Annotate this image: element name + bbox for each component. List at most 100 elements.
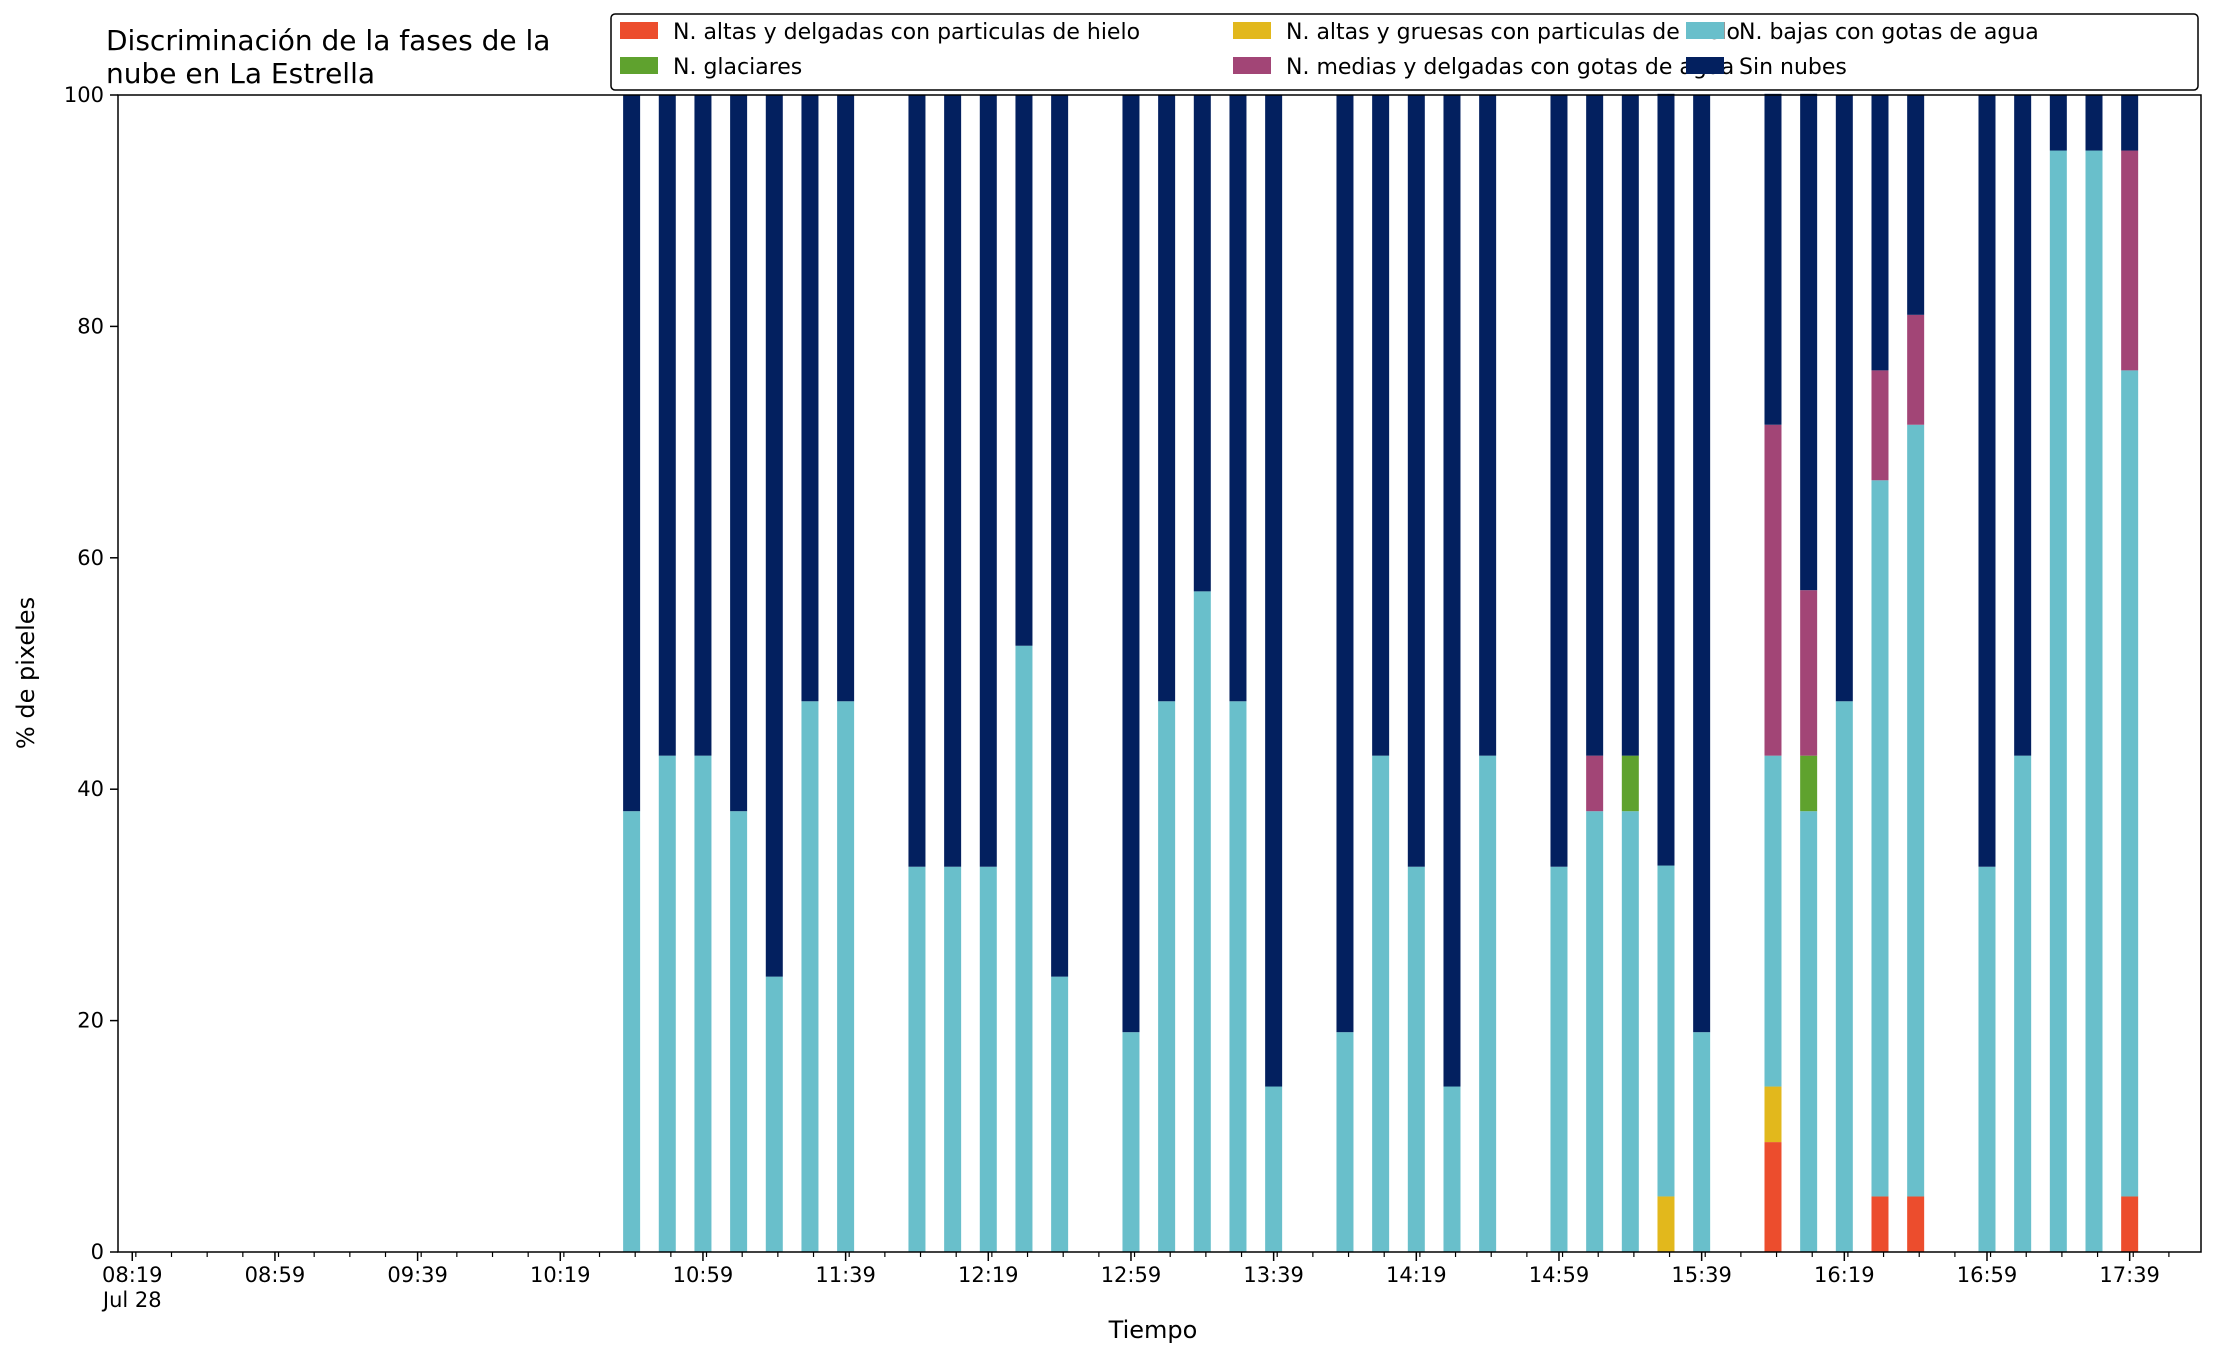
bar-segment-1209-s2 (944, 866, 962, 1252)
bar-segment-1219-s2 (979, 866, 997, 1252)
x-tick-label-1619: 16:19 (1814, 1263, 1875, 1287)
bar-segment-1519-s5 (1621, 95, 1639, 756)
bar-segment-1229-s2 (1015, 645, 1033, 1252)
y-tick-label-100: 100 (64, 83, 104, 107)
bar-segment-1319-s2 (1193, 591, 1211, 1252)
bar-segment-1709-s5 (2014, 95, 2032, 756)
bar-segment-1409-s5 (1372, 95, 1390, 756)
bar-segment-1039-s2 (623, 811, 641, 1252)
bar-segment-1119-s2 (765, 976, 783, 1252)
x-tick-label-0859: 08:59 (245, 1263, 306, 1287)
legend-label-1: N. altas y gruesas con particulas de hie… (1286, 20, 1740, 45)
bar-segment-1229-s5 (1015, 95, 1033, 646)
bar-segment-1559-s5 (1764, 93, 1782, 425)
bar-segment-1339-s2 (1265, 1086, 1283, 1252)
bar-segment-1559-s1 (1764, 1086, 1782, 1143)
bar-segment-1619-s5 (1835, 95, 1853, 702)
bar-segment-1539-s5 (1693, 95, 1711, 1033)
bar-segment-1459-s2 (1550, 866, 1568, 1252)
bar-segment-1719-s2 (2049, 150, 2067, 1252)
legend-frame (610, 13, 2199, 91)
bar-segment-1119-s5 (765, 95, 783, 977)
bar-segment-1659-s2 (1978, 866, 1996, 1252)
bar-segment-1219-s5 (979, 95, 997, 867)
bar-segment-1519-s3 (1621, 755, 1639, 812)
bar-segment-1629-s0 (1871, 1196, 1889, 1252)
x-tick-label-1059: 10:59 (673, 1263, 734, 1287)
legend-swatch-1 (1233, 22, 1271, 39)
bar-segment-1059-s5 (694, 95, 712, 756)
bar-segment-1139-s2 (837, 701, 855, 1252)
bar-segment-1159-s2 (908, 866, 926, 1252)
bar-segment-1039-s5 (623, 95, 641, 812)
legend-swatch-2 (1686, 22, 1724, 39)
bar-segment-1529-s5 (1657, 93, 1675, 866)
bar-segment-1739-s0 (2121, 1196, 2139, 1252)
x-tick-label-1139: 11:39 (815, 1263, 876, 1287)
bar-segment-1739-s2 (2121, 370, 2139, 1197)
x-tick-label-1259: 12:59 (1101, 1263, 1162, 1287)
y-tick-label-0: 0 (91, 1240, 104, 1264)
bar-segment-1129-s2 (801, 701, 819, 1252)
legend-swatch-0 (620, 22, 658, 39)
y-axis-label: % de pixeles (12, 597, 40, 749)
bar-segment-1739-s5 (2121, 95, 2139, 151)
bar-segment-1729-s2 (2085, 150, 2103, 1252)
bar-segment-1529-s1 (1657, 1196, 1675, 1252)
x-tick-label-1659: 16:59 (1957, 1263, 2018, 1287)
bar-segment-1529-s2 (1657, 865, 1675, 1197)
bar-segment-1409-s2 (1372, 755, 1390, 1252)
chart-title-line-1: Discriminación de la fases de la (106, 24, 550, 57)
legend-label-3: N. glaciares (673, 55, 802, 80)
bar-segment-1109-s5 (730, 95, 748, 812)
y-tick-label-60: 60 (77, 546, 104, 570)
plot-area-frame (117, 94, 2202, 1253)
bar-segment-1539-s2 (1693, 1032, 1711, 1252)
x-tick-sublabel-date: Jul 28 (101, 1288, 162, 1312)
y-tick-label-20: 20 (77, 1009, 104, 1033)
bar-segment-1659-s5 (1978, 95, 1996, 867)
x-tick-label-1739: 17:39 (2099, 1263, 2160, 1287)
y-tick-label-80: 80 (77, 314, 104, 338)
y-axis: 0 20 40 60 80 100 (64, 83, 118, 1264)
legend: N. altas y delgadas con particulas de hi… (610, 13, 2199, 91)
bar-segment-1209-s5 (944, 95, 962, 867)
bar-segment-1639-s2 (1907, 424, 1925, 1197)
legend-label-5: Sin nubes (1739, 55, 1847, 80)
bar-segment-1129-s5 (801, 95, 819, 702)
x-tick-label-0819: 08:19 (102, 1263, 163, 1287)
bar-segment-1639-s4 (1907, 314, 1925, 425)
bar-segment-1459-s5 (1550, 95, 1568, 867)
bar-segment-1429-s2 (1443, 1086, 1461, 1252)
chart-title-line-2: nube en La Estrella (106, 57, 375, 90)
bar-segment-1359-s5 (1336, 95, 1354, 1033)
bar-segment-1329-s5 (1229, 95, 1247, 702)
bar-segment-1339-s5 (1265, 95, 1283, 1087)
bar-segment-1509-s4 (1586, 755, 1604, 812)
chart-title: Discriminación de la fases de la nube en… (106, 24, 550, 90)
bar-segment-1259-s2 (1122, 1032, 1140, 1252)
bar-segment-1239-s5 (1051, 95, 1069, 977)
bar-segment-1609-s3 (1800, 755, 1818, 812)
bar-segment-1419-s5 (1407, 95, 1425, 867)
bar-segment-1049-s5 (658, 95, 676, 756)
bar-segment-1639-s0 (1907, 1196, 1925, 1252)
bar-segment-1309-s5 (1158, 95, 1176, 702)
bar-segment-1559-s4 (1764, 424, 1782, 756)
bar-segment-1239-s2 (1051, 976, 1069, 1252)
bar-segment-1639-s5 (1907, 95, 1925, 315)
bar-segment-1619-s2 (1835, 701, 1853, 1252)
bar-segment-1259-s5 (1122, 95, 1140, 1033)
legend-swatch-5 (1686, 57, 1724, 74)
bar-segment-1419-s2 (1407, 866, 1425, 1252)
bar-segment-1109-s2 (730, 811, 748, 1252)
bar-segment-1559-s2 (1764, 755, 1782, 1087)
bar-segment-1139-s5 (837, 95, 855, 702)
bar-segment-1049-s2 (658, 755, 676, 1252)
bar-segment-1629-s4 (1871, 370, 1889, 481)
bar-segment-1359-s2 (1336, 1032, 1354, 1252)
legend-label-4: N. medias y delgadas con gotas de agua (1286, 55, 1734, 80)
y-tick-label-40: 40 (77, 777, 104, 801)
